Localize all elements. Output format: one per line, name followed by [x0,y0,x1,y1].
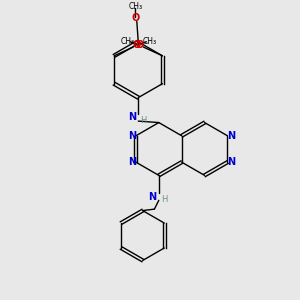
Text: CH₃: CH₃ [128,2,142,10]
Text: CH₃: CH₃ [142,37,156,46]
Text: CH₃: CH₃ [120,37,134,46]
Text: N: N [128,112,136,122]
Text: N: N [128,131,136,141]
Text: N: N [227,157,235,167]
Text: H: H [140,116,147,125]
Text: N: N [148,191,156,202]
Text: N: N [128,157,136,167]
Text: O: O [133,40,141,50]
Text: N: N [227,131,235,141]
Text: O: O [131,13,140,23]
Text: H: H [161,195,167,204]
Text: O: O [135,40,144,50]
